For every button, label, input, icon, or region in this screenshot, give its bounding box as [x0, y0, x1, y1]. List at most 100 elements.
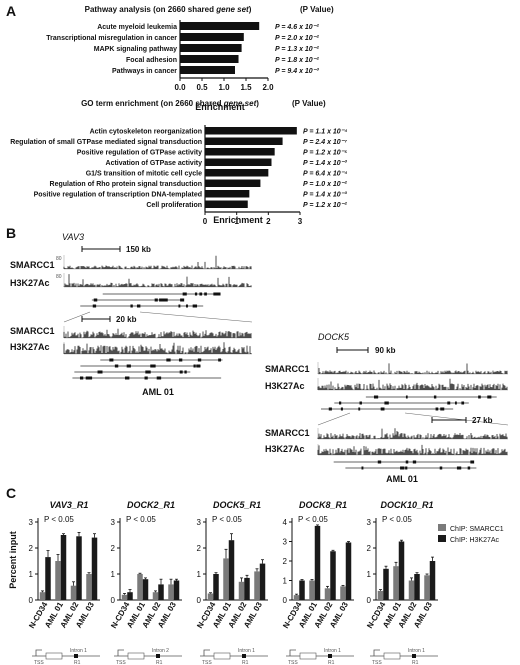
go-tick-label-3: 3 [298, 217, 303, 226]
vav3-track-h3k27ac: H3K27Ac [10, 278, 50, 288]
chip-bar-smarcc1-0-0 [39, 592, 46, 600]
go-pvalue-6: P = 1.4 x 10⁻³ [303, 192, 347, 199]
chip-ytick-label-4-3: 3 [367, 518, 372, 527]
dock5-h3k27ac-signal [317, 378, 508, 390]
legend: ChIP: SMARCC1 ChIP: H3K27Ac [438, 524, 504, 544]
go-tick-label-2: 2 [266, 217, 271, 226]
chip-chart-title-4: DOCK10_R1 [380, 500, 433, 510]
chip-ytick-label-0-0: 0 [29, 596, 34, 605]
go-bar-7 [205, 200, 248, 208]
go-label-4: G1/S transition of mitotic cell cycle [86, 171, 202, 178]
chip-bar-smarcc1-4-3 [424, 575, 430, 600]
legend-label-smarcc1: ChIP: SMARCC1 [450, 526, 504, 533]
dock5-smarcc1-zoom-signal [317, 428, 508, 439]
go-title: GO term enrichment (on 2660 shared gene … [81, 99, 259, 108]
legend-swatch-h3k27ac [438, 535, 446, 542]
chip-bar-smarcc1-1-2 [152, 592, 159, 600]
chip-bar-smarcc1-0-3 [86, 574, 92, 600]
intron-label-0: Intron 1 [70, 648, 87, 654]
exon-box-1 [127, 652, 145, 660]
go-label-7: Cell proliferation [146, 202, 202, 209]
chip-ytick-label-0-1: 1 [29, 570, 34, 579]
go-bar-6 [205, 190, 250, 198]
chip-bar-h3k27ac-1-2 [158, 584, 164, 600]
pathway-tick-label-0: 0.0 [174, 83, 186, 92]
pathway-pvalue-2: P = 1.3 x 10⁻² [275, 46, 319, 53]
dock5-scale-bar-2 [431, 417, 467, 423]
pathway-label-3: Focal adhesion [126, 57, 177, 64]
pathway-xlabel: Enrichment [195, 102, 245, 112]
tss-label-2: TSS [202, 660, 212, 665]
go-label-1: Regulation of small GTPase mediated sign… [10, 139, 202, 146]
vav3-genome-browser: VAV3 150 kb SMARCC1 H3K27Ac 80 80 20 kb … [10, 232, 253, 397]
chip-ytick-label-3-2: 2 [283, 557, 288, 566]
region-label-4: R1 [412, 660, 419, 665]
chip-bar-h3k27ac-1-1 [142, 579, 149, 600]
chip-bar-smarcc1-2-3 [254, 571, 260, 600]
pathway-tick-label-2: 1.0 [218, 83, 230, 92]
go-bar-4 [205, 169, 269, 177]
panel-label-a: A [6, 3, 16, 19]
vav3-h3k27ac-signal [63, 274, 252, 287]
dock5-smarcc1-signal [317, 363, 508, 374]
region-label-3: R1 [328, 660, 335, 665]
tss-label-3: TSS [288, 660, 298, 665]
dock5-track-h3k27ac-zoom: H3K27Ac [265, 444, 305, 454]
go-pvalue-5: P = 1.0 x 10⁻² [303, 181, 347, 188]
chip-bar-h3k27ac-0-0 [45, 557, 51, 600]
go-label-3: Activation of GTPase activity [106, 160, 203, 167]
region-marker-1 [156, 654, 160, 658]
dock5-h3k27ac-zoom-signal [317, 444, 508, 455]
tss-arrow-icon-4 [373, 649, 380, 656]
pathway-enrichment-chart: Pathway analysis (on 2660 shared gene se… [46, 5, 334, 112]
go-enrichment-chart: GO term enrichment (on 2660 shared gene … [10, 99, 347, 226]
chip-ytick-label-2-3: 3 [197, 518, 202, 527]
chip-bar-h3k27ac-2-3 [259, 563, 266, 600]
chip-ytick-label-4-0: 0 [367, 596, 372, 605]
go-pvalue-header: (P Value) [292, 99, 326, 108]
chip-bar-h3k27ac-1-3 [173, 580, 180, 600]
pathway-bar-2 [180, 44, 242, 52]
chip-chart-pvalue-3: P < 0.05 [298, 515, 328, 524]
chip-ytick-label-3-3: 3 [283, 538, 288, 547]
chip-ytick-label-3-4: 4 [283, 518, 288, 527]
chip-bar-smarcc1-3-0 [293, 595, 300, 600]
region-marker-4 [412, 654, 416, 658]
vav3-track-h3k27ac-zoom: H3K27Ac [10, 342, 50, 352]
vav3-ymax-2: 80 [56, 274, 62, 280]
chip-ytick-label-0-2: 2 [29, 544, 34, 553]
go-bar-5 [205, 179, 261, 187]
pathway-label-4: Pathways in cancer [112, 68, 177, 75]
vav3-smarcc1-signal [63, 255, 252, 269]
intron-label-3: Intron 1 [324, 648, 341, 654]
go-tick-label-0: 0 [203, 217, 208, 226]
vav3-scale-bar-1 [81, 246, 121, 252]
go-pvalue-7: P = 1.2 x 10⁻² [303, 202, 347, 209]
dock5-scale-label-2: 27 kb [472, 416, 493, 425]
chip-bar-h3k27ac-2-1 [228, 540, 235, 600]
pathway-tick-label-4: 2.0 [262, 83, 274, 92]
region-label-2: R1 [242, 660, 249, 665]
vav3-track-smarcc1-zoom: SMARCC1 [10, 326, 55, 336]
go-pvalue-3: P = 1.4 x 10⁻³ [303, 160, 347, 167]
tss-arrow-icon-0 [35, 649, 42, 656]
chip-chart-pvalue-4: P < 0.05 [382, 515, 412, 524]
go-label-5: Regulation of Rho protein signal transdu… [50, 181, 202, 188]
chip-bar-smarcc1-3-1 [309, 580, 315, 600]
exon-box-0 [45, 652, 63, 660]
dock5-track-h3k27ac: H3K27Ac [265, 381, 305, 391]
pathway-bar-1 [180, 33, 244, 41]
chip-chart-pvalue-0: P < 0.05 [44, 515, 74, 524]
panel-label-c: C [6, 485, 16, 501]
tss-arrow-icon-3 [289, 649, 296, 656]
chip-bar-smarcc1-1-1 [137, 574, 143, 600]
tss-arrow-icon-1 [117, 649, 124, 656]
chip-bar-smarcc1-2-0 [207, 593, 214, 600]
go-xlabel: Enrichment [213, 215, 263, 225]
pathway-tick-label-3: 1.5 [240, 83, 252, 92]
go-pvalue-2: P = 1.2 x 10⁻⁵ [303, 150, 347, 157]
chip-ytick-label-4-1: 1 [367, 570, 372, 579]
